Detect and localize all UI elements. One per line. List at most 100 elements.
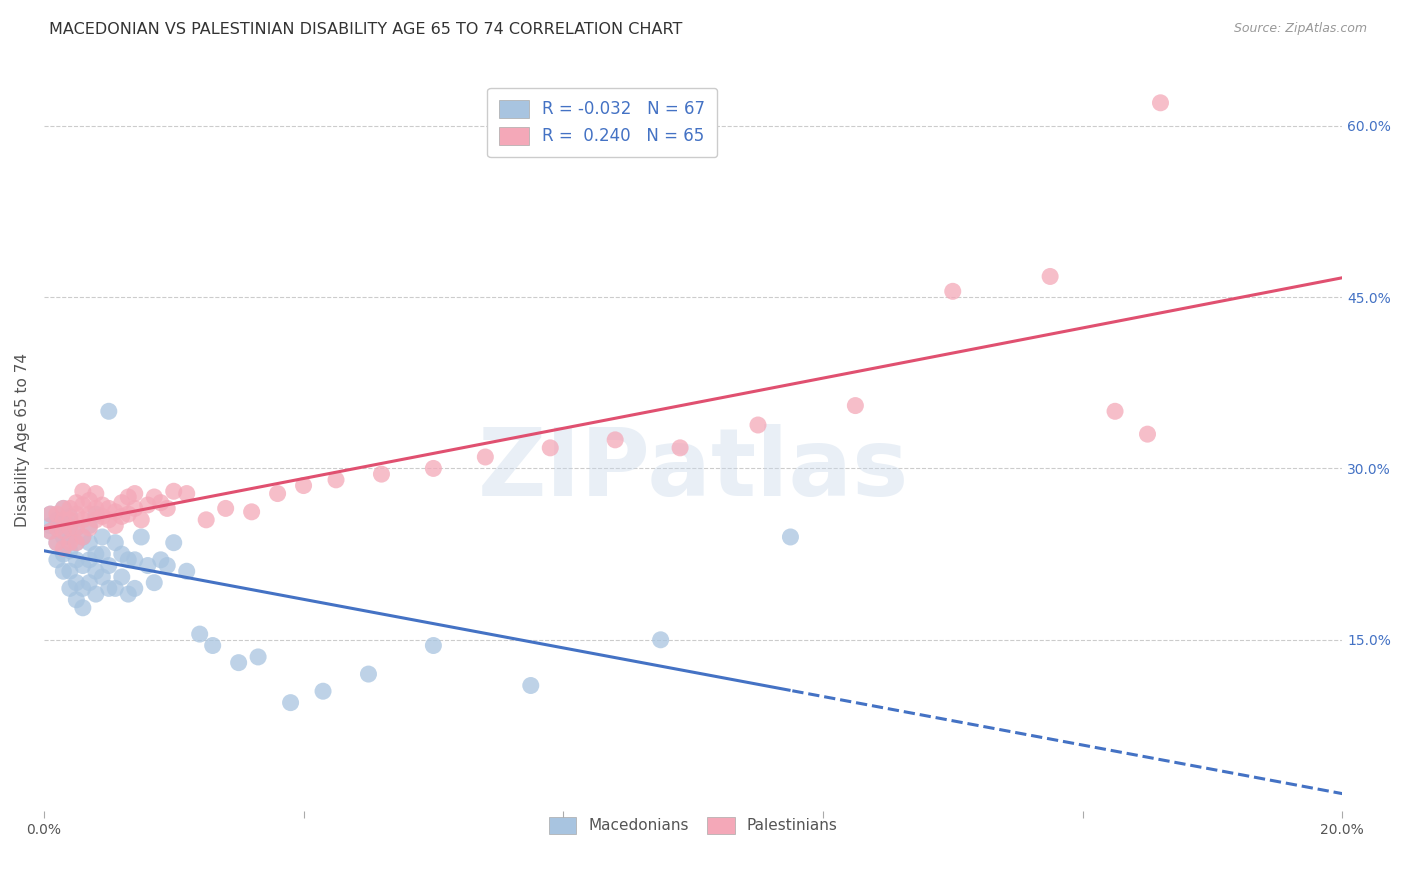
Point: [97, 501, 120, 516]
Text: Source: ZipAtlas.com: Source: ZipAtlas.com: [1233, 22, 1367, 36]
Point: [228, 656, 250, 670]
Point: [1136, 427, 1159, 442]
Point: [280, 696, 302, 710]
Point: [65, 535, 87, 549]
Point: [129, 530, 152, 544]
Point: [104, 505, 127, 519]
Point: [91, 498, 114, 512]
Point: [84, 564, 107, 578]
Legend: Macedonians, Palestinians: Macedonians, Palestinians: [538, 806, 848, 845]
Point: [357, 667, 380, 681]
Point: [72, 498, 94, 512]
Point: [84, 513, 107, 527]
Point: [176, 564, 198, 578]
Y-axis label: Disability Age 65 to 74: Disability Age 65 to 74: [15, 353, 30, 527]
Point: [163, 484, 186, 499]
Point: [45, 521, 67, 535]
Point: [176, 486, 198, 500]
Point: [52, 564, 75, 578]
Point: [52, 501, 75, 516]
Point: [124, 501, 146, 516]
Point: [79, 535, 101, 549]
Point: [79, 575, 101, 590]
Point: [91, 509, 114, 524]
Point: [72, 558, 94, 573]
Point: [39, 507, 62, 521]
Point: [117, 553, 139, 567]
Point: [45, 535, 67, 549]
Point: [91, 547, 114, 561]
Point: [59, 501, 82, 516]
Point: [538, 441, 561, 455]
Point: [214, 501, 236, 516]
Point: [124, 582, 146, 596]
Point: [59, 535, 82, 549]
Point: [844, 399, 866, 413]
Point: [1104, 404, 1126, 418]
Point: [45, 521, 67, 535]
Point: [474, 450, 496, 464]
Point: [747, 417, 769, 432]
Point: [65, 575, 87, 590]
Point: [104, 582, 127, 596]
Point: [79, 518, 101, 533]
Point: [247, 649, 270, 664]
Point: [325, 473, 347, 487]
Point: [1039, 269, 1062, 284]
Point: [79, 507, 101, 521]
Point: [201, 639, 224, 653]
Point: [422, 461, 444, 475]
Point: [149, 496, 172, 510]
Point: [52, 541, 75, 556]
Point: [266, 486, 288, 500]
Point: [124, 486, 146, 500]
Point: [84, 501, 107, 516]
Point: [104, 518, 127, 533]
Point: [370, 467, 392, 482]
Point: [292, 478, 315, 492]
Point: [79, 553, 101, 567]
Text: ZIPatlas: ZIPatlas: [478, 424, 908, 516]
Point: [143, 575, 166, 590]
Text: MACEDONIAN VS PALESTINIAN DISABILITY AGE 65 TO 74 CORRELATION CHART: MACEDONIAN VS PALESTINIAN DISABILITY AGE…: [49, 22, 682, 37]
Point: [97, 582, 120, 596]
Point: [143, 490, 166, 504]
Point: [59, 513, 82, 527]
Point: [65, 521, 87, 535]
Point: [124, 553, 146, 567]
Point: [59, 521, 82, 535]
Point: [163, 535, 186, 549]
Point: [84, 587, 107, 601]
Point: [39, 518, 62, 533]
Point: [52, 547, 75, 561]
Point: [669, 441, 692, 455]
Point: [422, 639, 444, 653]
Point: [65, 521, 87, 535]
Point: [84, 547, 107, 561]
Point: [97, 558, 120, 573]
Point: [942, 285, 965, 299]
Point: [149, 553, 172, 567]
Point: [72, 484, 94, 499]
Point: [65, 507, 87, 521]
Point: [188, 627, 211, 641]
Point: [195, 513, 218, 527]
Point: [79, 493, 101, 508]
Point: [39, 524, 62, 539]
Point: [520, 678, 543, 692]
Point: [72, 600, 94, 615]
Point: [91, 530, 114, 544]
Point: [111, 547, 134, 561]
Point: [104, 535, 127, 549]
Point: [59, 564, 82, 578]
Point: [136, 558, 159, 573]
Point: [45, 535, 67, 549]
Point: [59, 509, 82, 524]
Point: [1149, 95, 1171, 110]
Point: [59, 530, 82, 544]
Point: [72, 582, 94, 596]
Point: [45, 513, 67, 527]
Point: [111, 496, 134, 510]
Point: [117, 587, 139, 601]
Point: [111, 509, 134, 524]
